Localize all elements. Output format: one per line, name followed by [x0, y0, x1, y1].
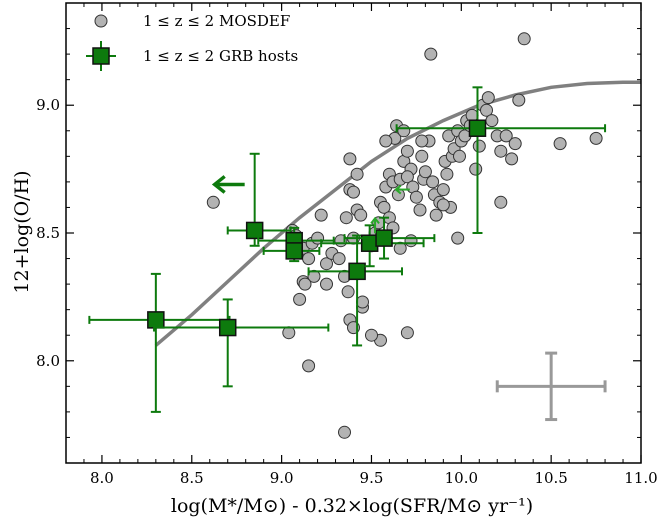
grb-point — [468, 119, 487, 137]
mosdef-point — [517, 32, 531, 46]
grb-point — [285, 242, 303, 260]
mosdef-point — [400, 144, 414, 158]
y-tick-label: 9.0 — [36, 96, 60, 114]
mosdef-point — [415, 134, 429, 148]
mosdef-point — [436, 198, 450, 212]
relation-curve-layer — [154, 80, 641, 347]
small-arrowhead — [370, 216, 380, 224]
grb-point — [375, 229, 393, 247]
x-tick-label: 11.0 — [624, 469, 657, 487]
x-tick-label: 8.5 — [180, 469, 204, 487]
mosdef-point — [343, 152, 357, 166]
mosdef-point — [409, 190, 423, 204]
grb-points-layer — [88, 86, 607, 413]
x-tick-label: 9.0 — [270, 469, 294, 487]
upper-limit-arrowhead — [211, 175, 226, 194]
legend-label-grb: 1 ≤ z ≤ 2 GRB hosts — [143, 47, 298, 65]
mosdef-point — [508, 137, 522, 151]
legend-label-mosdef: 1 ≤ z ≤ 2 MOSDEF — [143, 12, 290, 30]
mosdef-point — [379, 134, 393, 148]
mosdef-point — [350, 167, 364, 181]
legend: 1 ≤ z ≤ 2 MOSDEF 1 ≤ z ≤ 2 GRB hosts — [86, 12, 298, 71]
y-axis-label: 12+log(O/H) — [11, 170, 33, 293]
mosdef-point — [440, 167, 454, 181]
mosdef-point — [302, 252, 316, 266]
mosdef-point — [426, 175, 440, 189]
mosdef-point — [302, 359, 316, 373]
axes-layer: 8.0 8.5 9.0 9.5 10.0 10.5 11.0 8.0 8.5 9.0 — [36, 2, 658, 487]
mosdef-point — [480, 103, 493, 117]
mosdef-points-layer — [206, 32, 603, 439]
mosdef-point — [320, 257, 333, 271]
mosdef-point — [512, 93, 526, 107]
legend-marker-mosdef — [94, 14, 108, 28]
mosdef-point — [472, 139, 486, 153]
mosdef-point — [415, 149, 429, 163]
x-axis-label: log(M*/M⊙) - 0.32×log(SFR/M⊙ yr⁻¹) — [171, 495, 533, 517]
y-tick-label: 8.0 — [36, 352, 60, 370]
x-tick-label: 8.0 — [90, 469, 114, 487]
relation-curve — [154, 80, 641, 347]
mosdef-point — [424, 47, 438, 61]
mosdef-point — [206, 195, 220, 209]
mosdef-point — [356, 295, 369, 309]
mosdef-point — [320, 277, 333, 291]
mosdef-point — [332, 252, 346, 266]
mosdef-point — [418, 165, 432, 179]
mosdef-point — [485, 114, 499, 128]
mosdef-point — [298, 277, 312, 291]
grb-point — [218, 318, 237, 337]
mosdef-point — [397, 124, 411, 138]
mosdef-point — [436, 183, 450, 197]
mosdef-point — [341, 285, 355, 299]
grb-point — [147, 311, 165, 329]
mosdef-point — [339, 211, 353, 225]
y-tick-label: 8.5 — [36, 224, 60, 242]
mosdef-point — [451, 231, 465, 245]
mosdef-point — [494, 195, 508, 209]
grb-point — [245, 221, 264, 240]
mosdef-point — [347, 185, 360, 199]
mosdef-point — [553, 137, 567, 151]
mosdef-point — [453, 149, 466, 163]
mosdef-point — [505, 152, 519, 166]
mosdef-point — [354, 208, 368, 222]
mosdef-point — [429, 208, 443, 222]
annotation-layer — [211, 175, 607, 422]
mosdef-point — [293, 292, 307, 306]
mosdef-point — [494, 144, 508, 158]
x-tick-label: 10.0 — [445, 469, 478, 487]
mosdef-point — [338, 425, 351, 439]
mosdef-point — [314, 208, 328, 222]
mosdef-point — [404, 234, 418, 248]
grb-point — [348, 262, 366, 281]
mosdef-point — [377, 200, 391, 214]
mosdef-point — [413, 203, 427, 217]
x-tick-label: 9.5 — [360, 469, 384, 487]
mosdef-point — [589, 131, 603, 145]
mosdef-point — [400, 170, 414, 184]
small-arrowhead — [394, 184, 402, 195]
mosdef-point — [499, 129, 513, 143]
mosdef-point — [469, 162, 483, 176]
mosdef-point — [400, 326, 414, 340]
mosdef-point — [365, 328, 378, 342]
legend-marker-grb — [92, 47, 110, 65]
mosdef-point — [481, 91, 495, 105]
x-tick-label: 10.5 — [534, 469, 567, 487]
